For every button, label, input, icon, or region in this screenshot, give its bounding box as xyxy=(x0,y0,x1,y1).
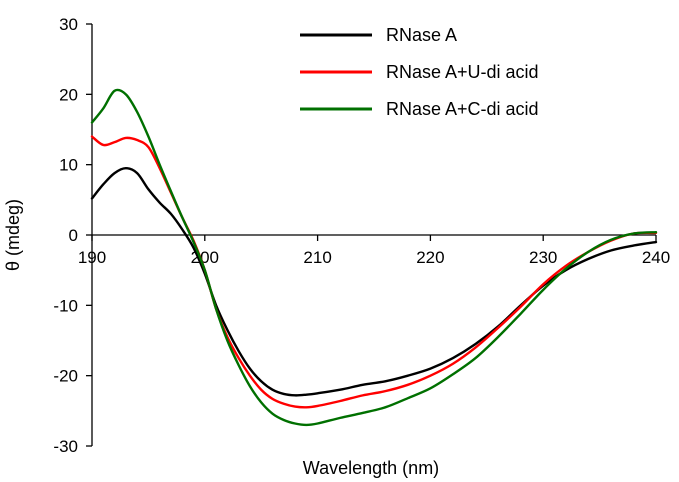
x-tick-label: 230 xyxy=(529,248,557,267)
y-tick-label: -20 xyxy=(53,367,78,386)
series-layer xyxy=(90,88,658,427)
x-tick-label: 190 xyxy=(78,248,106,267)
x-tick-label: 220 xyxy=(416,248,444,267)
y-tick-label: 20 xyxy=(59,85,78,104)
x-axis-label: Wavelength (nm) xyxy=(303,458,439,478)
y-axis-label: θ (mdeg) xyxy=(3,199,23,271)
y-tick-label: -30 xyxy=(53,437,78,456)
series-line-3 xyxy=(90,88,658,427)
series-line-2 xyxy=(90,135,658,409)
y-tick-label: 10 xyxy=(59,156,78,175)
y-tick-label: 0 xyxy=(69,226,78,245)
y-tick-label: -10 xyxy=(53,296,78,315)
legend-label-3: RNase A+C-di acid xyxy=(386,99,539,119)
x-tick-label: 240 xyxy=(642,248,670,267)
y-tick-label: 30 xyxy=(59,15,78,34)
legend-label-1: RNase A xyxy=(386,25,457,45)
legend: RNase A RNase A+U-di acid RNase A+C-di aci… xyxy=(300,25,539,119)
x-tick-label: 210 xyxy=(303,248,331,267)
legend-label-2: RNase A+U-di acid xyxy=(386,62,539,82)
